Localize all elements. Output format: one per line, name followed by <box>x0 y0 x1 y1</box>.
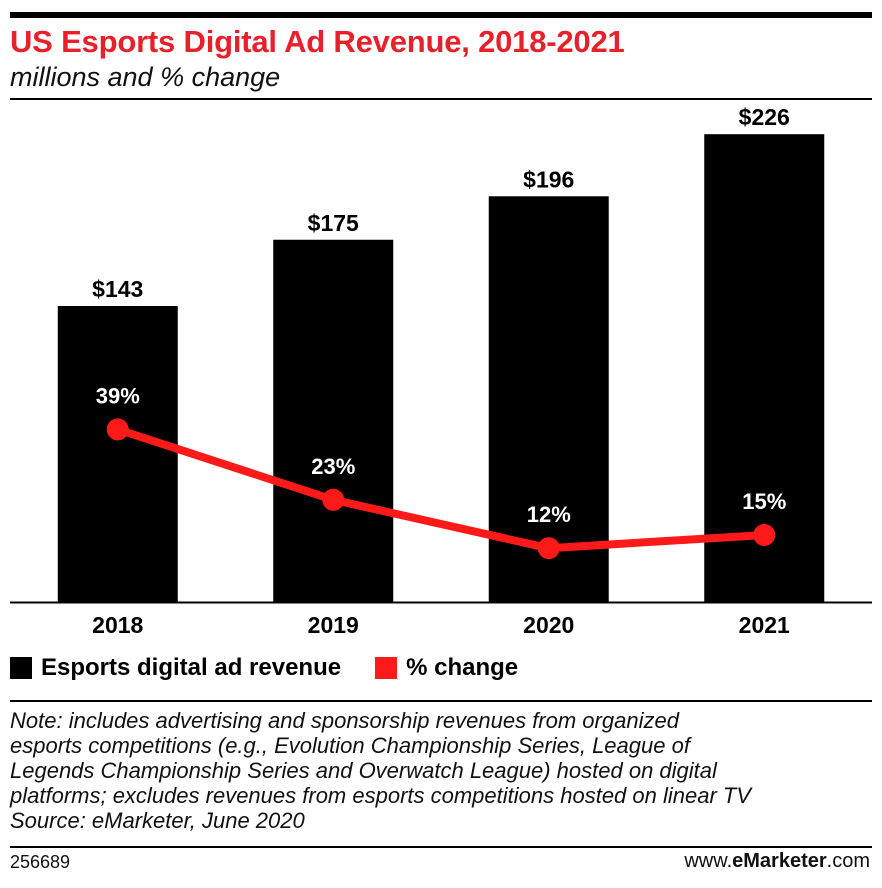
bar-value-label: $196 <box>523 166 574 192</box>
percent-change-point <box>753 524 776 546</box>
percent-change-label: 15% <box>742 489 786 514</box>
percent-change-point <box>537 537 560 560</box>
note-line: esports competitions (e.g., Evolution Ch… <box>10 733 690 758</box>
note-line: platforms; excludes revenues from esport… <box>10 783 752 808</box>
legend-swatch-change <box>375 657 398 679</box>
legend-item-change: % change <box>375 654 518 682</box>
note-line: Note: includes advertising and sponsorsh… <box>10 708 679 733</box>
legend: Esports digital ad revenue % change <box>10 652 552 684</box>
legend-rule <box>10 700 872 702</box>
revenue-bar <box>273 239 394 602</box>
revenue-bar <box>488 196 609 602</box>
legend-swatch-revenue <box>10 657 32 679</box>
bottom-rule <box>10 846 872 848</box>
note-block: Note: includes advertising and sponsorsh… <box>10 708 872 833</box>
top-rule <box>10 12 872 18</box>
x-tick-label: 2020 <box>523 612 574 638</box>
percent-change-label: 23% <box>311 454 355 479</box>
chart-id: 256689 <box>10 852 71 872</box>
percent-change-point <box>322 488 345 511</box>
brand-url[interactable]: www.eMarketer.com <box>684 850 870 873</box>
brand-suffix: .com <box>826 850 870 872</box>
subtitle-rule <box>10 98 872 100</box>
percent-change-line <box>113 425 769 553</box>
revenue-bar <box>57 305 178 602</box>
legend-label-change: % change <box>406 654 519 681</box>
percent-change-label: 39% <box>96 383 140 408</box>
legend-item-revenue: Esports digital ad revenue <box>10 654 341 682</box>
bar-value-label: $226 <box>739 104 790 130</box>
brand-prefix: www. <box>684 850 733 872</box>
note-line: Legends Championship Series and Overwatc… <box>10 758 717 783</box>
percent-change-point <box>106 418 129 441</box>
bar-value-label: $175 <box>308 210 359 236</box>
x-tick-label: 2021 <box>739 612 790 638</box>
brand-name: eMarketer <box>732 850 827 872</box>
source-line: Source: eMarketer, June 2020 <box>10 808 305 833</box>
chart-subtitle: millions and % change <box>10 62 281 92</box>
legend-label-revenue: Esports digital ad revenue <box>41 654 342 681</box>
x-tick-label: 2018 <box>92 612 143 638</box>
x-tick-label: 2019 <box>308 612 359 638</box>
bar-value-label: $143 <box>92 276 143 302</box>
revenue-chart: $143 $175 $196 $226 39% 23% 12% 15% 2018 2019 2020… <box>10 104 872 638</box>
percent-change-label: 12% <box>527 502 571 527</box>
chart-title: US Esports Digital Ad Revenue, 2018-2021 <box>10 24 625 59</box>
